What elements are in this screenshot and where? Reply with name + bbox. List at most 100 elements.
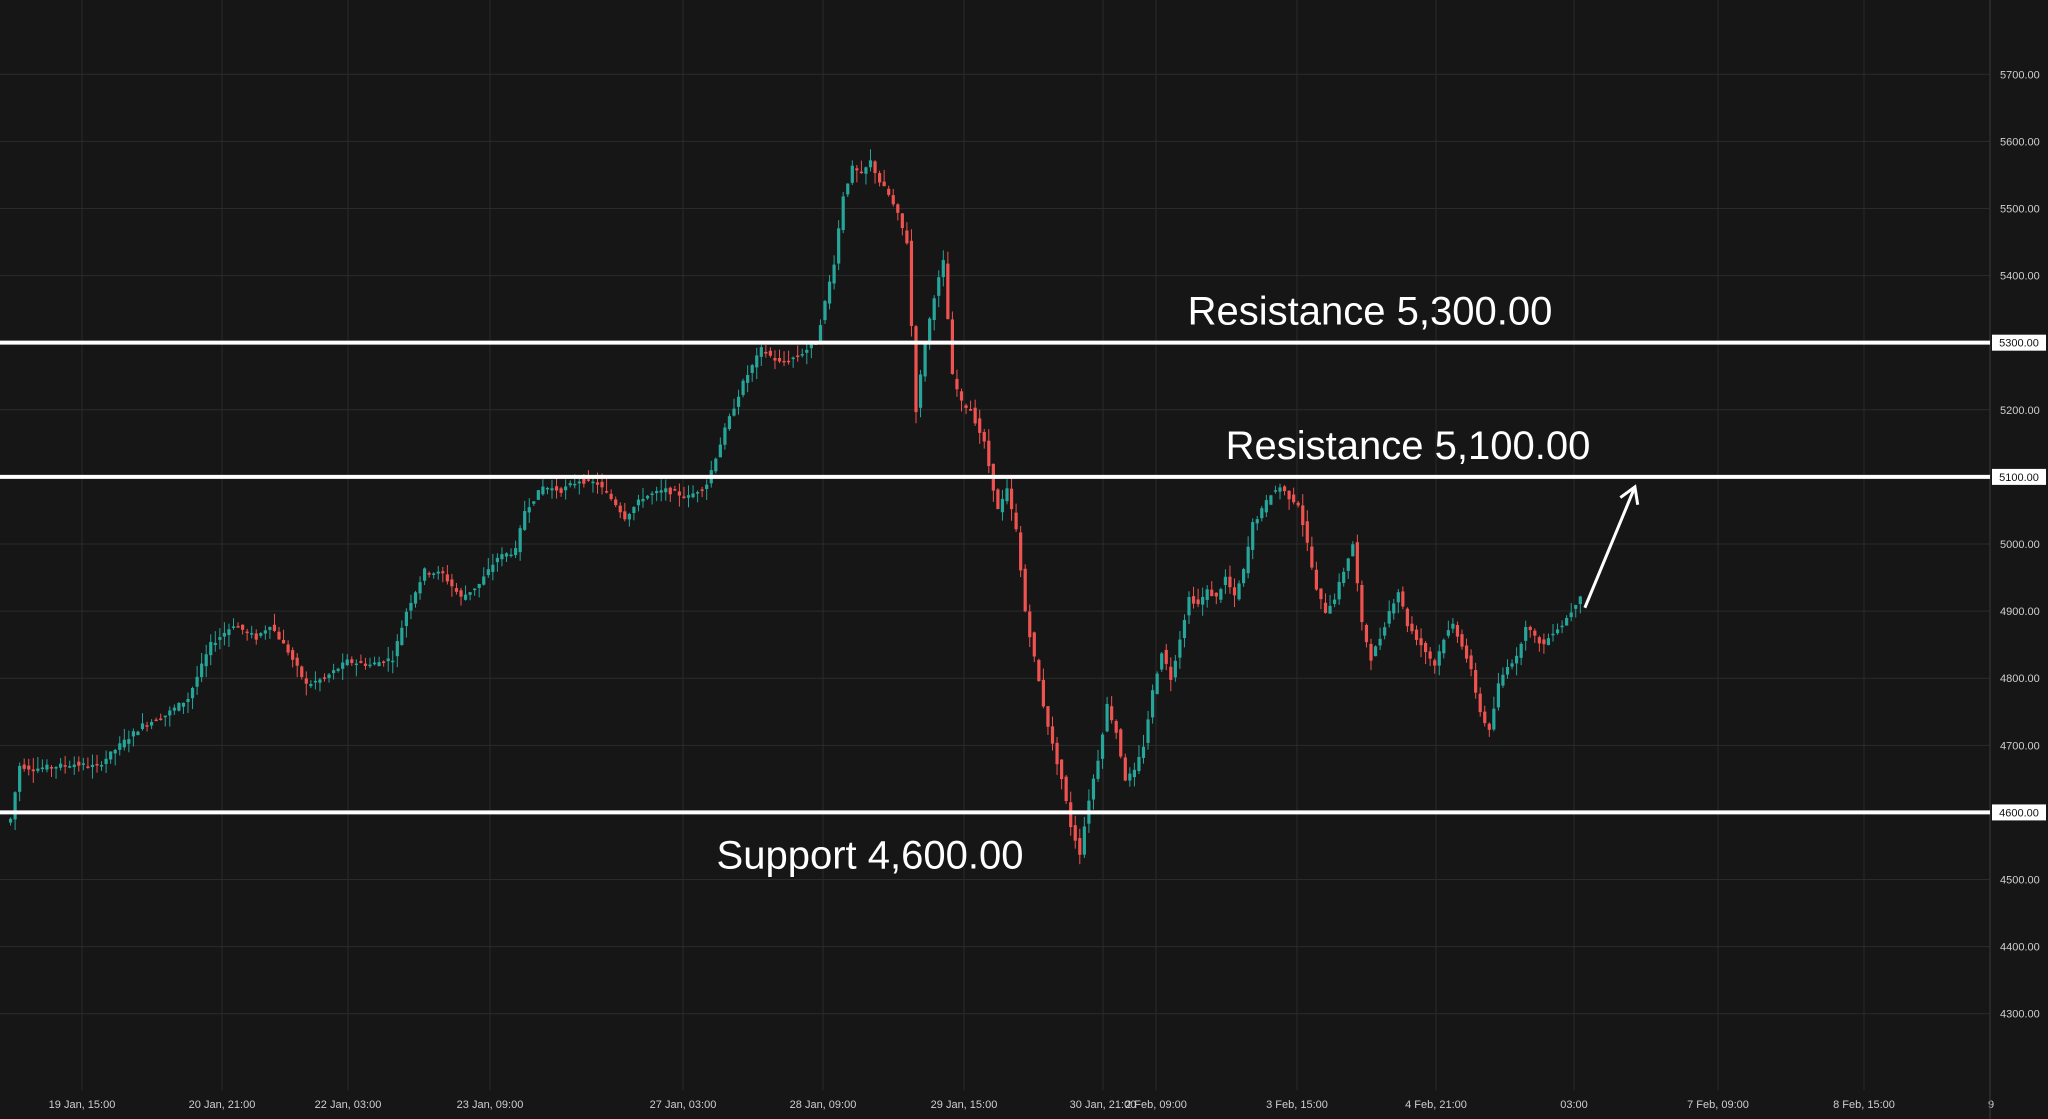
candle-body [736, 396, 741, 407]
candle-body [391, 660, 395, 663]
candle-body [1151, 690, 1155, 718]
candle-body [168, 710, 172, 716]
candle-body [791, 357, 795, 360]
candle-body [359, 661, 363, 663]
candle-body [354, 663, 358, 666]
candle-body [664, 488, 668, 493]
candle-body [818, 325, 823, 342]
candle-body [1487, 723, 1491, 730]
candle-body [1223, 576, 1227, 586]
candle-body [1182, 619, 1187, 639]
candle-body [382, 661, 386, 663]
candle-body [1551, 633, 1555, 636]
candle-body [386, 658, 390, 662]
candle-body [614, 499, 618, 506]
candle-body [577, 481, 581, 484]
x-tick-label: 27 Jan, 03:00 [650, 1099, 717, 1111]
candle-body [304, 678, 308, 684]
candle-body [259, 633, 263, 636]
candle-body [454, 588, 459, 592]
candle-body [1464, 645, 1469, 659]
candle-body [982, 431, 986, 442]
candle-body [1542, 639, 1546, 645]
x-tick-label: 8 Feb, 15:00 [1833, 1099, 1895, 1111]
candle-body [491, 564, 495, 572]
candle-body [627, 513, 631, 520]
candle-body [686, 495, 691, 498]
x-tick-label: 3 Feb, 15:00 [1266, 1099, 1328, 1111]
x-tick-label: 9 [1988, 1099, 1994, 1111]
candle-body [445, 574, 449, 582]
candle-body [1524, 627, 1528, 641]
candle-body [1237, 583, 1241, 600]
candle-body [1219, 589, 1223, 600]
candle-body [896, 204, 900, 213]
candle-body [723, 427, 727, 445]
candle-body [887, 188, 891, 195]
candle-body [1173, 660, 1177, 678]
candle-body [1078, 838, 1082, 855]
candle-body [127, 739, 131, 744]
candle-body [605, 491, 609, 493]
candle-body [1428, 651, 1432, 659]
candle-body [1515, 655, 1519, 664]
candle-body [1160, 653, 1164, 670]
candle-body [441, 571, 445, 574]
candle-body [1424, 643, 1428, 653]
candle-body [186, 699, 190, 703]
candle-body [1137, 756, 1141, 772]
candle-body [1046, 706, 1050, 727]
candle-body [209, 642, 213, 656]
candle-body [1496, 683, 1500, 708]
candle-body [327, 674, 331, 678]
candle-body [1032, 632, 1036, 657]
candle-body [40, 767, 44, 770]
candle-body [959, 391, 964, 401]
candle-body [823, 301, 827, 321]
candle-body [322, 677, 327, 679]
y-tick-label: 5400.00 [2000, 271, 2040, 283]
candle-body [805, 349, 809, 353]
candle-body [1187, 597, 1191, 616]
candle-body [714, 458, 718, 472]
candle-body [1128, 773, 1132, 781]
candle-body [86, 766, 90, 768]
candle-body [1146, 719, 1150, 743]
candle-body [1555, 629, 1560, 634]
price-tag-label-5300: 5300.00 [1999, 338, 2039, 350]
candle-body [518, 528, 522, 553]
candle-body [118, 743, 122, 750]
candle-body [450, 579, 454, 587]
candle-body [623, 511, 627, 520]
candle-body [1155, 673, 1159, 694]
candle-body [696, 492, 700, 494]
candle-body [782, 360, 786, 363]
candle-body [777, 358, 782, 362]
candle-body [286, 644, 290, 653]
candle-body [1110, 706, 1114, 721]
candle-body [1114, 721, 1118, 733]
candle-body [1210, 589, 1214, 597]
price-tag-label-4600: 4600.00 [1999, 807, 2039, 819]
candle-body [800, 354, 804, 356]
candle-body [932, 298, 936, 321]
candle-body [295, 657, 299, 666]
candle-body [190, 688, 195, 699]
candle-body [1232, 587, 1237, 596]
candle-body [1414, 629, 1419, 640]
candle-body [1401, 591, 1405, 607]
y-tick-label: 5000.00 [2000, 539, 2040, 551]
candle-body [418, 582, 422, 594]
candle-body [263, 630, 267, 634]
candle-body [1442, 639, 1446, 654]
candle-body [864, 167, 868, 174]
candle-body [1392, 603, 1396, 614]
y-tick-label: 5600.00 [2000, 136, 2040, 148]
candle-body [955, 378, 959, 390]
candle-body [63, 765, 67, 767]
candle-body [1578, 596, 1582, 605]
candle-body [1528, 626, 1532, 631]
candle-body [423, 568, 427, 581]
candle-body [645, 495, 650, 499]
x-tick-label: 7 Feb, 09:00 [1687, 1099, 1749, 1111]
